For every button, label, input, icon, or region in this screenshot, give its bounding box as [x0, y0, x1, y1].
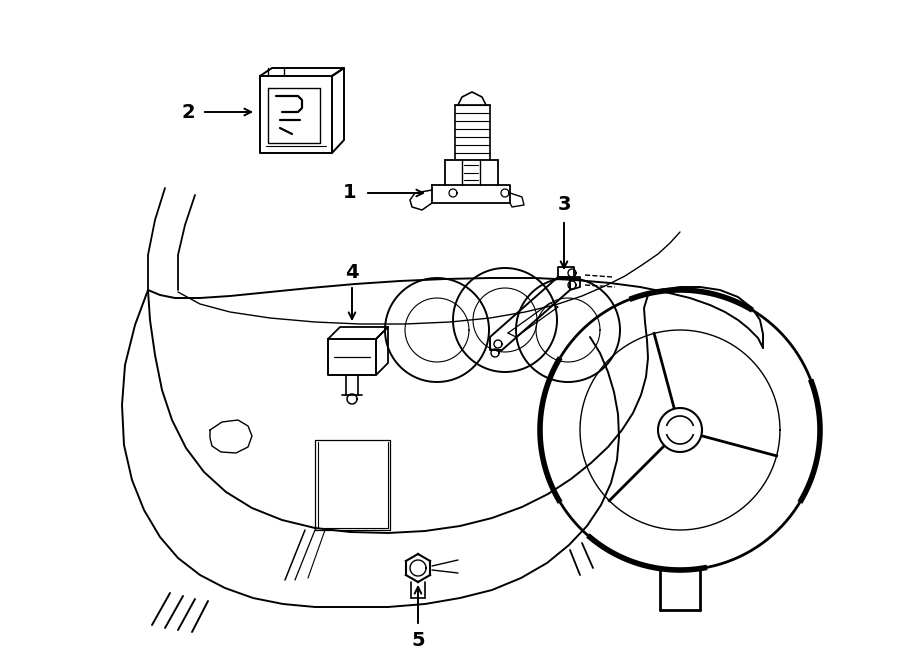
Text: 3: 3	[557, 196, 571, 215]
Text: 4: 4	[346, 262, 359, 282]
Text: 2: 2	[181, 102, 194, 122]
Text: 1: 1	[343, 184, 356, 202]
Text: 5: 5	[411, 631, 425, 650]
